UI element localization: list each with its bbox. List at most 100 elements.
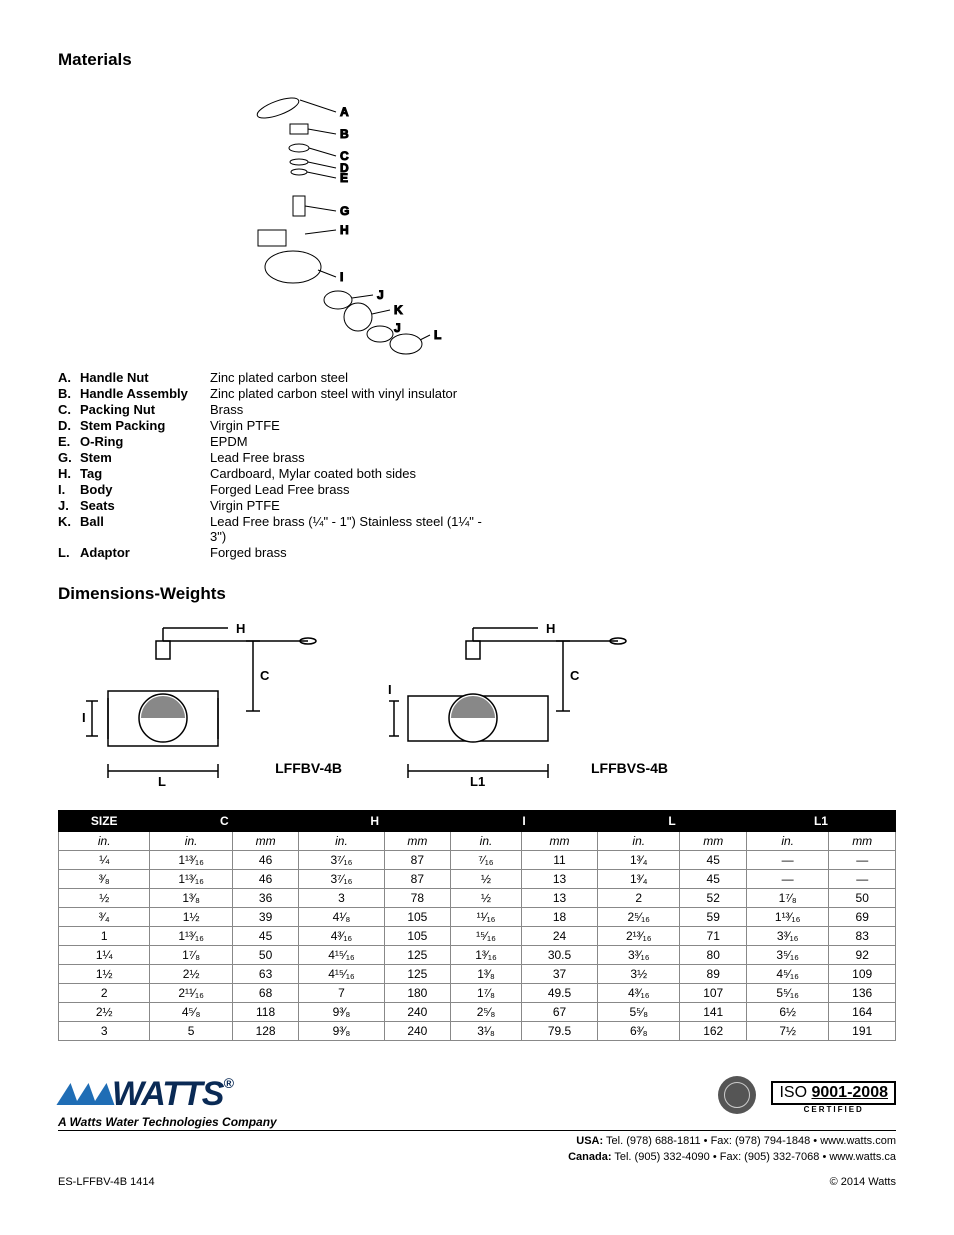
material-name: Stem Packing	[80, 418, 210, 433]
table-cell: 1³⁄₁₆	[451, 946, 522, 965]
svg-text:L: L	[434, 328, 441, 342]
material-name: Body	[80, 482, 210, 497]
table-cell: 78	[384, 889, 450, 908]
material-name: Tag	[80, 466, 210, 481]
table-row: ³⁄₄1½394¹⁄₈105¹¹⁄₁₆182⁵⁄₁₆591¹³⁄₁₆69	[59, 908, 896, 927]
table-cell: 6³⁄₈	[598, 1022, 680, 1041]
iso-badge: ISO 9001-2008 CERTIFIED	[718, 1076, 896, 1114]
company-tagline: A Watts Water Technologies Company	[58, 1115, 896, 1131]
table-cell: 1⁷⁄₈	[150, 946, 232, 965]
table-cell: 3½	[598, 965, 680, 984]
table-cell: 1¹³⁄₁₆	[150, 851, 232, 870]
svg-text:I: I	[82, 710, 86, 725]
table-cell: 2	[598, 889, 680, 908]
contact-info: USA: Tel. (978) 688-1811 • Fax: (978) 79…	[58, 1134, 896, 1166]
svg-text:H: H	[340, 223, 349, 237]
table-cell: 4³⁄₁₆	[299, 927, 384, 946]
table-cell: 50	[232, 946, 298, 965]
material-name: Seats	[80, 498, 210, 513]
table-cell: 13	[521, 870, 597, 889]
table-cell: —	[746, 851, 828, 870]
table-cell: 63	[232, 965, 298, 984]
table-header: I	[451, 811, 598, 832]
table-cell: 2¹³⁄₁₆	[598, 927, 680, 946]
table-header: L1	[746, 811, 895, 832]
material-key: G.	[58, 450, 80, 465]
table-cell: ¹⁵⁄₁₆	[451, 927, 522, 946]
table-cell: 13	[521, 889, 597, 908]
table-cell: 118	[232, 1003, 298, 1022]
table-cell: 136	[829, 984, 896, 1003]
table-cell: 46	[232, 870, 298, 889]
table-cell: 2¹¹⁄₁₆	[150, 984, 232, 1003]
svg-text:H: H	[546, 621, 555, 636]
table-cell: 36	[232, 889, 298, 908]
table-row: 2½4⁵⁄₈1189³⁄₈2402⁵⁄₈675⁵⁄₈1416½164	[59, 1003, 896, 1022]
table-cell: 9³⁄₈	[299, 1022, 384, 1041]
table-cell: ⁷⁄₁₆	[451, 851, 522, 870]
table-cell: 87	[384, 851, 450, 870]
table-cell: 69	[829, 908, 896, 927]
table-cell: 109	[829, 965, 896, 984]
table-cell: 4⁵⁄₁₆	[746, 965, 828, 984]
table-cell: 59	[680, 908, 746, 927]
table-cell: —	[829, 870, 896, 889]
table-header: L	[598, 811, 747, 832]
unit-cell: in.	[451, 832, 522, 851]
material-spec: Virgin PTFE	[210, 418, 488, 433]
unit-cell: in.	[150, 832, 232, 851]
material-spec: Lead Free brass (¼" - 1") Stainless stee…	[210, 514, 488, 544]
table-cell: 45	[232, 927, 298, 946]
doc-id: ES-LFFBV-4B 1414	[58, 1176, 155, 1188]
material-name: Adaptor	[80, 545, 210, 560]
table-header: C	[150, 811, 299, 832]
material-spec: Zinc plated carbon steel with vinyl insu…	[210, 386, 488, 401]
table-cell: ³⁄₈	[59, 870, 150, 889]
material-key: K.	[58, 514, 80, 544]
green-seal-icon	[718, 1076, 756, 1114]
table-cell: 1¹³⁄₁₆	[150, 870, 232, 889]
page-footer: WATTS® ISO 9001-2008 CERTIFIED A Watts W…	[58, 1075, 896, 1188]
watts-logo: WATTS®	[58, 1075, 233, 1114]
table-cell: 1⁷⁄₈	[746, 889, 828, 908]
table-row: 22¹¹⁄₁₆6871801⁷⁄₈49.54³⁄₁₆1075⁵⁄₁₆136	[59, 984, 896, 1003]
unit-cell: in.	[59, 832, 150, 851]
table-cell: 45	[680, 870, 746, 889]
table-cell: 2	[59, 984, 150, 1003]
unit-cell: mm	[680, 832, 746, 851]
table-cell: 80	[680, 946, 746, 965]
material-key: D.	[58, 418, 80, 433]
materials-heading: Materials	[58, 50, 896, 70]
table-cell: 125	[384, 946, 450, 965]
material-key: A.	[58, 370, 80, 385]
table-cell: 2⁵⁄₁₆	[598, 908, 680, 927]
svg-text:I: I	[388, 682, 392, 697]
table-cell: 68	[232, 984, 298, 1003]
table-cell: 9³⁄₈	[299, 1003, 384, 1022]
table-cell: 7½	[746, 1022, 828, 1041]
table-cell: ¹¹⁄₁₆	[451, 908, 522, 927]
table-cell: ½	[59, 889, 150, 908]
unit-cell: in.	[746, 832, 828, 851]
table-cell: 3	[299, 889, 384, 908]
table-row: 1½2½634¹⁵⁄₁₆1251³⁄₈373½894⁵⁄₁₆109	[59, 965, 896, 984]
material-name: Stem	[80, 450, 210, 465]
table-cell: 105	[384, 927, 450, 946]
svg-text:J: J	[394, 321, 401, 335]
table-cell: 162	[680, 1022, 746, 1041]
table-cell: 1¼	[59, 946, 150, 965]
table-cell: 87	[384, 870, 450, 889]
material-key: C.	[58, 402, 80, 417]
unit-cell: mm	[829, 832, 896, 851]
table-cell: 4¹⁵⁄₁₆	[299, 965, 384, 984]
table-cell: 11	[521, 851, 597, 870]
table-cell: 128	[232, 1022, 298, 1041]
svg-text:L1: L1	[470, 774, 485, 789]
material-name: Ball	[80, 514, 210, 544]
table-cell: 52	[680, 889, 746, 908]
table-cell: 164	[829, 1003, 896, 1022]
svg-text:I: I	[340, 270, 343, 284]
material-key: J.	[58, 498, 80, 513]
material-name: O-Ring	[80, 434, 210, 449]
table-cell: 4¹⁵⁄₁₆	[299, 946, 384, 965]
